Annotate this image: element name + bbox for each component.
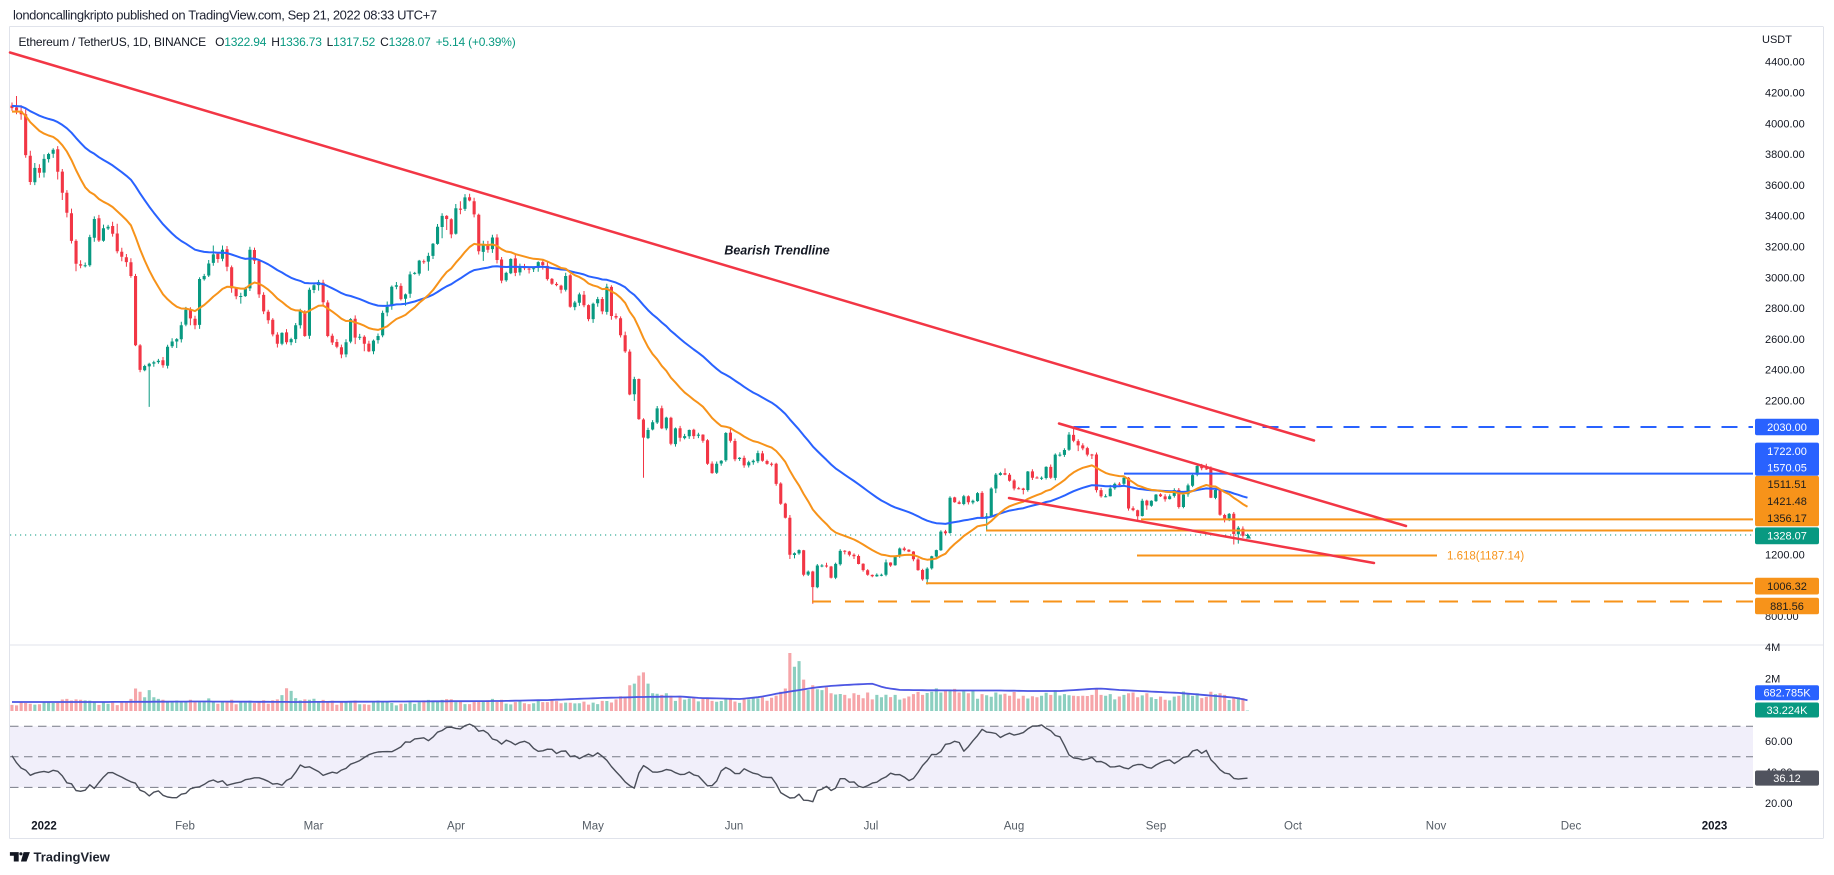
svg-text:Dec: Dec <box>1561 821 1582 833</box>
svg-text:2M: 2M <box>1765 674 1780 686</box>
svg-text:3800.00: 3800.00 <box>1765 149 1805 161</box>
svg-text:881.56: 881.56 <box>1770 601 1804 613</box>
svg-text:May: May <box>582 821 604 833</box>
svg-text:Bearish Trendline: Bearish Trendline <box>724 244 829 258</box>
svg-text:682.785K: 682.785K <box>1763 688 1811 700</box>
svg-text:33.224K: 33.224K <box>1767 705 1809 717</box>
svg-text:3600.00: 3600.00 <box>1765 180 1805 192</box>
svg-text:Sep: Sep <box>1146 821 1166 833</box>
svg-text:USDT: USDT <box>1762 34 1792 46</box>
svg-text:TradingView: TradingView <box>34 850 111 865</box>
svg-text:1570.05: 1570.05 <box>1767 462 1807 474</box>
svg-text:Mar: Mar <box>304 821 324 833</box>
svg-text:4M: 4M <box>1765 642 1780 654</box>
svg-text:3400.00: 3400.00 <box>1765 211 1805 223</box>
svg-text:4200.00: 4200.00 <box>1765 88 1805 100</box>
svg-text:Feb: Feb <box>175 821 195 833</box>
svg-text:Oct: Oct <box>1284 821 1303 833</box>
svg-text:Jul: Jul <box>864 821 879 833</box>
svg-text:Aug: Aug <box>1004 821 1024 833</box>
svg-text:Apr: Apr <box>447 821 465 833</box>
svg-text:1006.32: 1006.32 <box>1767 581 1807 593</box>
svg-text:2600.00: 2600.00 <box>1765 334 1805 346</box>
svg-text:2400.00: 2400.00 <box>1765 365 1805 377</box>
svg-text:2023: 2023 <box>1702 821 1728 833</box>
svg-text:3000.00: 3000.00 <box>1765 272 1805 284</box>
svg-text:Jun: Jun <box>725 821 744 833</box>
svg-text:1421.48: 1421.48 <box>1767 496 1807 508</box>
svg-text:londoncallingkripto published: londoncallingkripto published on Trading… <box>13 8 437 23</box>
svg-text:2200.00: 2200.00 <box>1765 396 1805 408</box>
svg-text:60.00: 60.00 <box>1765 736 1793 748</box>
svg-text:2022: 2022 <box>31 821 57 833</box>
svg-text:2800.00: 2800.00 <box>1765 303 1805 315</box>
svg-text:1.618(1187.14): 1.618(1187.14) <box>1447 551 1524 563</box>
svg-text:3200.00: 3200.00 <box>1765 242 1805 254</box>
svg-text:36.12: 36.12 <box>1773 773 1801 785</box>
svg-text:1511.51: 1511.51 <box>1768 479 1807 491</box>
svg-text:1328.07: 1328.07 <box>1767 531 1807 543</box>
svg-text:Nov: Nov <box>1426 821 1447 833</box>
svg-text:1722.00: 1722.00 <box>1767 446 1807 458</box>
svg-text:4400.00: 4400.00 <box>1765 57 1805 69</box>
svg-text:1356.17: 1356.17 <box>1767 513 1807 525</box>
svg-text:1200.00: 1200.00 <box>1765 550 1805 562</box>
svg-text:2030.00: 2030.00 <box>1767 422 1807 434</box>
svg-text:20.00: 20.00 <box>1765 798 1793 810</box>
svg-text:Ethereum / TetherUS, 1D, BINAN: Ethereum / TetherUS, 1D, BINANCE O1322.9… <box>19 35 516 49</box>
svg-text:4000.00: 4000.00 <box>1765 118 1805 130</box>
